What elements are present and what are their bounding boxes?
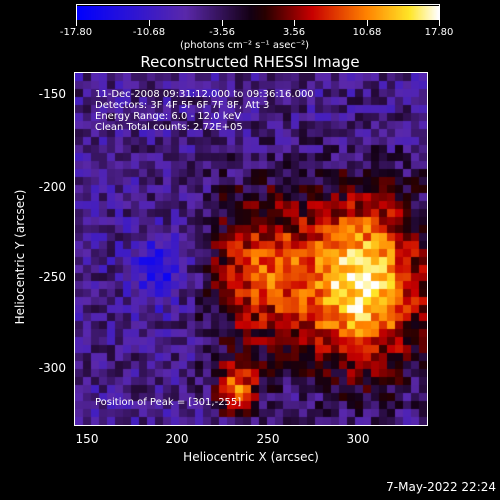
timestamp: 7-May-2022 22:24	[386, 480, 496, 494]
x-tick-label: 250	[256, 432, 280, 446]
colorbar-tick-label: -17.80	[59, 27, 93, 38]
colorbar-gradient	[77, 6, 439, 20]
colorbar-tick-label: 17.80	[424, 27, 454, 38]
colorbar-tick	[294, 20, 295, 26]
info-detectors: Detectors: 3F 4F 5F 6F 7F 8F, Att 3	[95, 100, 270, 111]
colorbar-tick	[222, 20, 223, 26]
x-tick-label: 300	[346, 432, 370, 446]
rhessi-image	[75, 73, 427, 425]
colorbar-tick	[367, 20, 368, 26]
info-peak-position: Position of Peak = [301,-255]	[95, 397, 242, 408]
info-total-counts: Clean Total counts: 2.72E+05	[95, 122, 243, 133]
y-tick-label: -300	[38, 361, 66, 375]
colorbar-tick-label: -10.68	[132, 27, 166, 38]
image-plot: 11-Dec-2008 09:31:12.000 to 09:36:16.000…	[74, 72, 428, 426]
info-energy-range: Energy Range: 6.0 - 12.0 keV	[95, 111, 242, 122]
x-tick-label: 150	[75, 432, 99, 446]
info-time-range: 11-Dec-2008 09:31:12.000 to 09:36:16.000	[95, 89, 314, 100]
y-tick-label: -250	[38, 270, 66, 284]
colorbar-tick-label: 10.68	[352, 27, 382, 38]
colorbar-tick	[76, 20, 77, 26]
colorbar-tick	[149, 20, 150, 26]
y-tick-label: -200	[38, 180, 66, 194]
colorbar-tick	[439, 20, 440, 26]
x-tick-label: 200	[165, 432, 189, 446]
colorbar-units: (photons cm⁻² s⁻¹ asec⁻²)	[180, 40, 310, 51]
y-axis-label: Heliocentric Y (arcsec)	[13, 189, 27, 325]
colorbar-tick-label: -3.56	[209, 27, 235, 38]
x-axis-label: Heliocentric X (arcsec)	[183, 450, 319, 464]
colorbar	[76, 4, 440, 20]
colorbar-tick-label: 3.56	[282, 27, 306, 38]
image-title: Reconstructed RHESSI Image	[140, 53, 360, 71]
y-tick-label: -150	[38, 87, 66, 101]
